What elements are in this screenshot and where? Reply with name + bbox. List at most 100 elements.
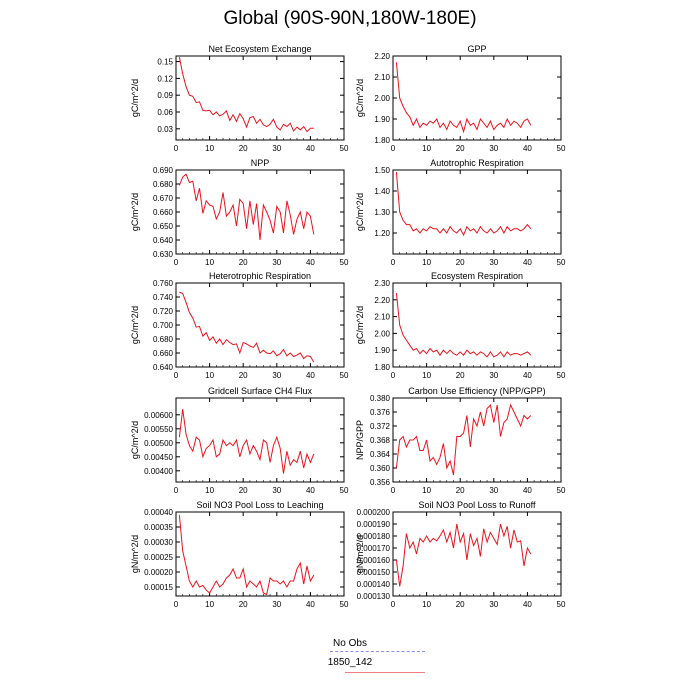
x-tick-label: 20	[456, 144, 465, 153]
x-tick-label: 40	[306, 371, 315, 380]
y-tick-label: 1.40	[374, 187, 390, 196]
y-tick-label: 0.368	[370, 436, 391, 445]
y-tick-label: 2.30	[374, 279, 390, 288]
plot-frame	[175, 397, 345, 483]
y-tick-label: 0.00500	[144, 439, 173, 448]
y-tick-label: 0.00025	[144, 553, 173, 562]
series-line-0	[395, 403, 532, 476]
y-tick-label: 1.50	[374, 166, 390, 175]
series-line-0	[179, 291, 315, 363]
x-tick-label: 10	[205, 600, 214, 609]
y-tick-label: 0.00030	[144, 538, 173, 547]
y-tick-label: 0.06	[157, 108, 173, 117]
y-axis-label: gC/m^2/d	[355, 79, 365, 117]
x-tick-label: 30	[272, 600, 281, 609]
y-tick-label: 0.720	[153, 307, 174, 316]
x-tick-label: 0	[391, 371, 396, 380]
y-tick-label: 0.360	[370, 464, 391, 473]
panel-0: Net Ecosystem Exchange gC/m^2/d 0 10 20 30 40 5…	[130, 44, 349, 153]
x-tick-label: 50	[557, 600, 566, 609]
y-tick-label: 1.30	[374, 208, 390, 217]
x-tick-label: 20	[239, 486, 248, 495]
y-tick-label: 0.690	[153, 166, 174, 175]
series-line-0	[395, 62, 532, 134]
y-tick-label: 0.000170	[357, 544, 391, 553]
y-tick-label: 0.364	[370, 450, 391, 459]
y-tick-label: 0.670	[153, 194, 174, 203]
y-tick-label: 0.00015	[144, 583, 173, 592]
y-tick-label: 0.00400	[144, 467, 173, 476]
panel-title: Heterotrophic Respiration	[209, 271, 311, 281]
panel-1: GPP gC/m^2/d 0 10 20 30 40 50 1.80 1.90 2.00 2.10 2.…	[355, 44, 566, 153]
panel-title: NPP	[251, 158, 270, 168]
y-axis-label: gC/m^2/d	[355, 193, 365, 231]
y-tick-label: 0.380	[370, 394, 391, 403]
x-tick-label: 20	[456, 600, 465, 609]
y-tick-label: 2.00	[374, 329, 390, 338]
plot-frame	[392, 397, 562, 483]
panel-3: Autotrophic Respiration gC/m^2/d 0 10 20 30 40…	[355, 158, 566, 267]
y-tick-label: 1.90	[374, 346, 390, 355]
series-line-0	[178, 409, 315, 474]
y-axis-label: gN/m^2/d	[130, 535, 140, 573]
panel-7: Carbon Use Efficiency (NPP/GPP) NPP/GPP 0 1…	[355, 386, 566, 495]
panel-title: GPP	[467, 44, 486, 54]
y-tick-label: 2.10	[374, 73, 390, 82]
x-tick-label: 30	[489, 486, 498, 495]
y-axis-label: gC/m^2/d	[130, 306, 140, 344]
plot-frame	[392, 282, 562, 368]
y-tick-label: 0.00550	[144, 425, 173, 434]
x-tick-label: 50	[340, 486, 349, 495]
x-tick-label: 20	[239, 371, 248, 380]
x-tick-label: 30	[272, 486, 281, 495]
x-tick-label: 0	[391, 144, 396, 153]
y-tick-label: 0.650	[153, 222, 174, 231]
y-tick-label: 2.00	[374, 94, 390, 103]
y-tick-label: 0.000140	[357, 580, 391, 589]
y-tick-label: 1.80	[374, 136, 390, 145]
y-tick-label: 0.760	[153, 279, 174, 288]
figure-title: Global (90S-90N,180W-180E)	[223, 8, 477, 29]
plot-frame	[392, 55, 562, 141]
panel-title: Autotrophic Respiration	[430, 158, 524, 168]
x-tick-label: 50	[340, 600, 349, 609]
panel-9: Soil NO3 Pool Loss to Runoff gN/m^2/d 0 10 2…	[355, 500, 566, 609]
x-tick-label: 20	[456, 371, 465, 380]
x-tick-label: 50	[557, 371, 566, 380]
plot-frame	[175, 55, 345, 141]
plot-frame	[392, 169, 562, 255]
x-tick-label: 10	[422, 371, 431, 380]
y-tick-label: 1.90	[374, 115, 390, 124]
panel-8: Soil NO3 Pool Loss to Leaching gN/m^2/d 0 1…	[130, 500, 349, 609]
x-tick-label: 10	[205, 258, 214, 267]
plot-frame	[175, 511, 345, 597]
x-tick-label: 20	[456, 486, 465, 495]
x-tick-label: 50	[557, 144, 566, 153]
x-tick-label: 20	[456, 258, 465, 267]
y-tick-label: 0.740	[153, 293, 174, 302]
x-tick-label: 0	[174, 600, 179, 609]
series-line-0	[395, 293, 532, 358]
y-tick-label: 0.630	[153, 250, 174, 259]
series-line-0	[395, 523, 532, 587]
legend-obs-line	[330, 651, 425, 652]
y-tick-label: 2.20	[374, 52, 390, 61]
y-tick-label: 0.000160	[357, 556, 391, 565]
plot-frame	[175, 169, 345, 255]
x-tick-label: 0	[391, 600, 396, 609]
y-tick-label: 1.80	[374, 363, 390, 372]
y-tick-label: 0.376	[370, 408, 391, 417]
x-tick-label: 0	[174, 371, 179, 380]
x-tick-label: 0	[391, 486, 396, 495]
x-tick-label: 0	[174, 486, 179, 495]
panel-5: Ecosystem Respiration gC/m^2/d 0 10 20 30 40 50…	[355, 271, 566, 380]
y-tick-label: 0.00035	[144, 523, 173, 532]
x-tick-label: 10	[205, 144, 214, 153]
x-tick-label: 40	[523, 486, 532, 495]
y-axis-label: gN/m^2/d	[355, 535, 365, 573]
x-tick-label: 40	[306, 486, 315, 495]
y-tick-label: 0.640	[153, 363, 174, 372]
x-tick-label: 50	[340, 371, 349, 380]
